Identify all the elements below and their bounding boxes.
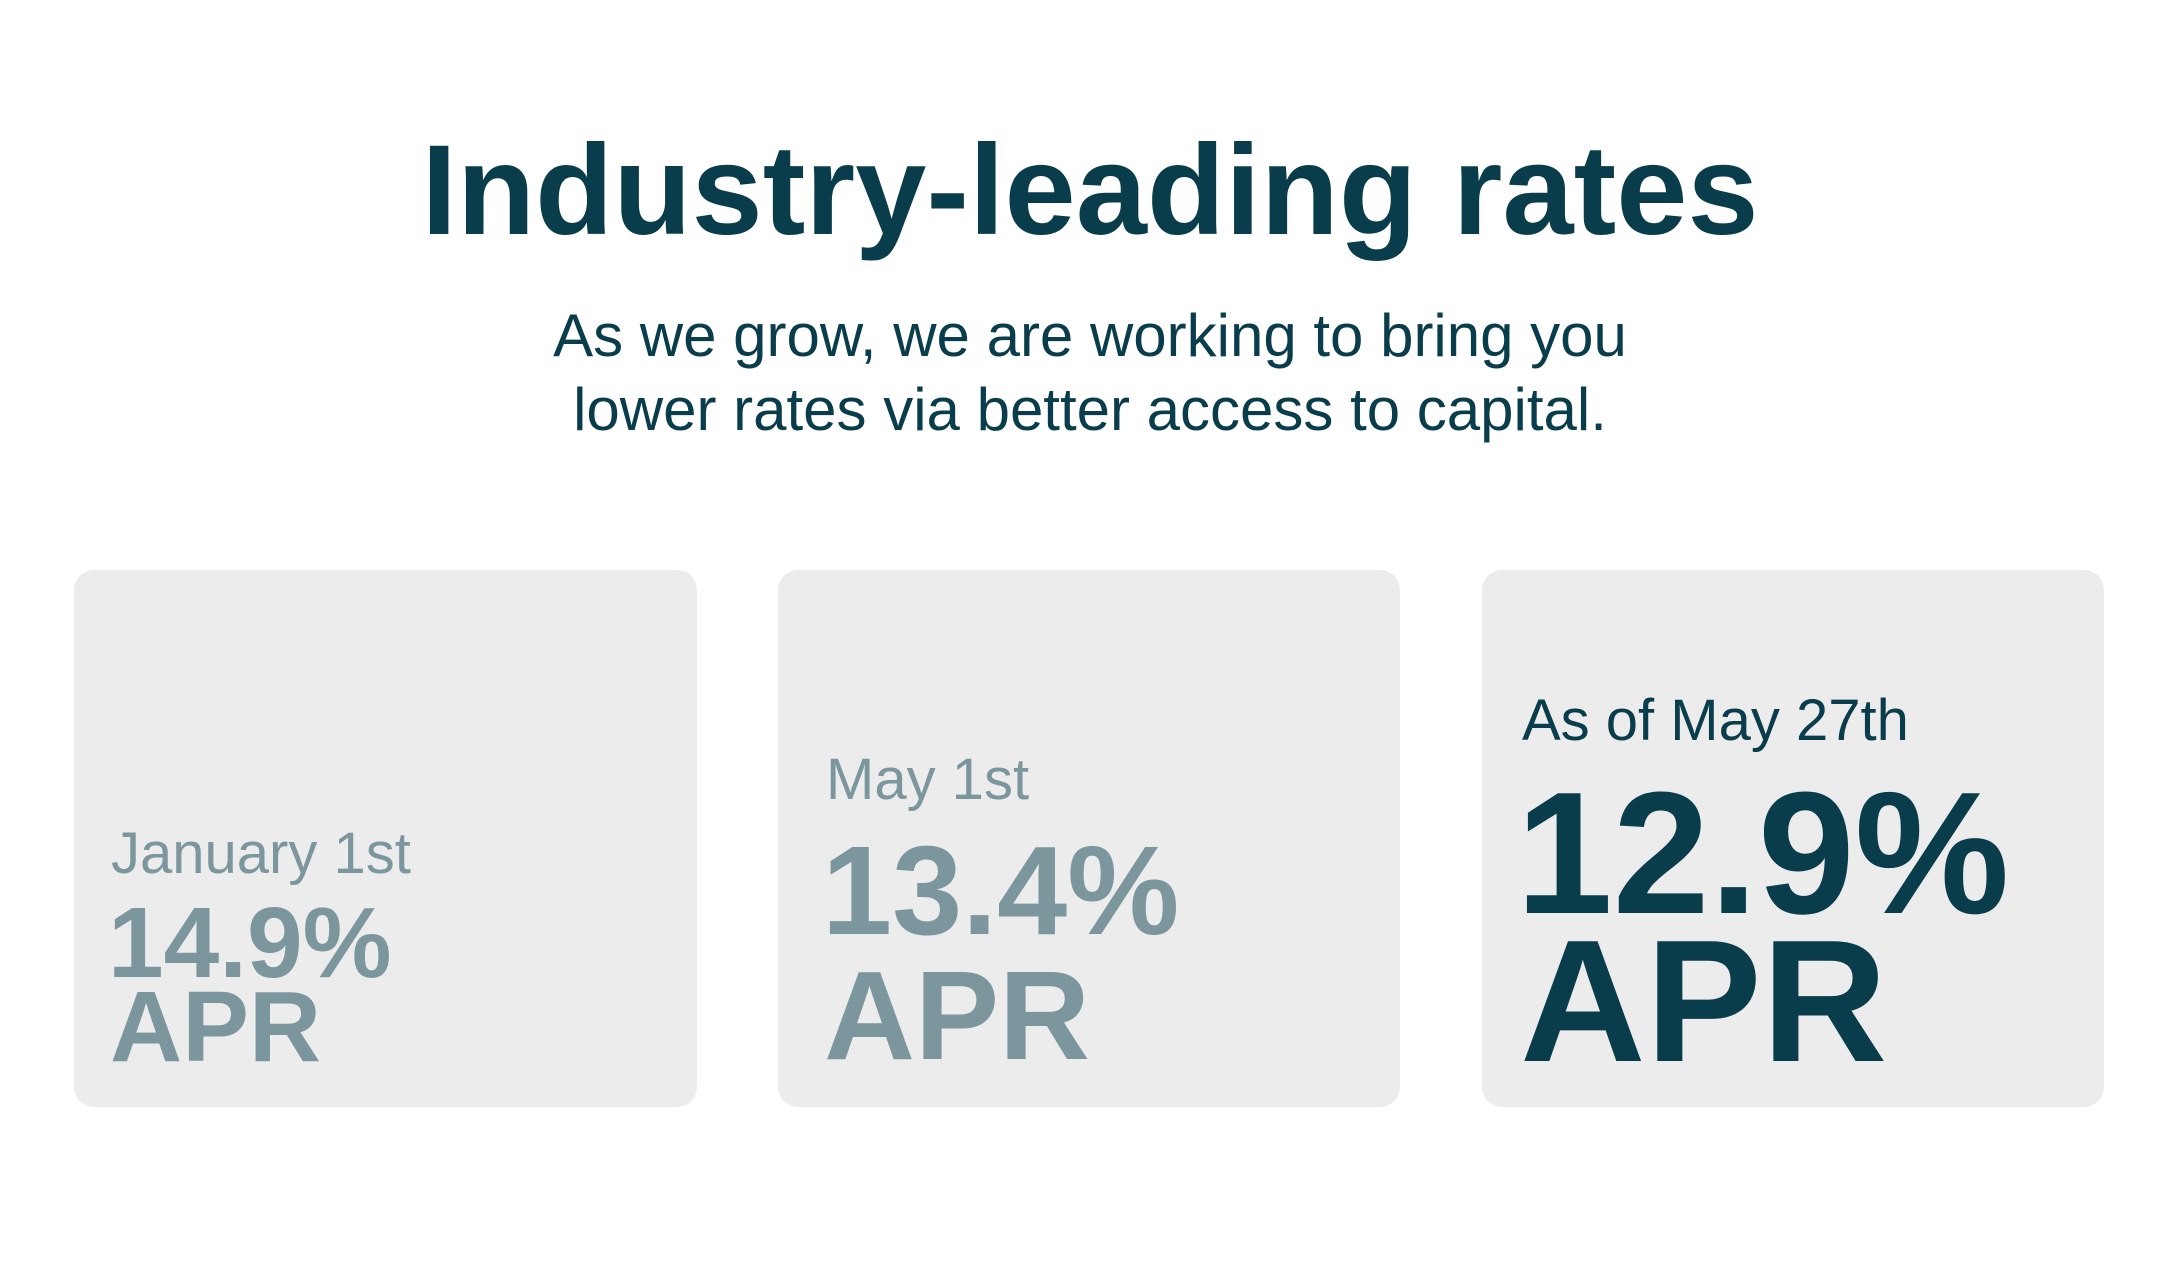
rate-date: May 1st: [826, 747, 1029, 812]
rate-date: January 1st: [111, 821, 411, 886]
rate-unit: APR: [110, 971, 321, 1083]
subtitle: As we grow, we are working to bring you: [553, 302, 1627, 369]
rate-card: [1482, 570, 2104, 1107]
rate-date: As of May 27th: [1522, 688, 1909, 753]
rate-value: 12.9%: [1516, 755, 2009, 950]
rate-unit: APR: [1520, 903, 1887, 1098]
rate-unit: APR: [824, 945, 1090, 1086]
title: Industry-leading rates: [421, 119, 1758, 262]
rate-card: [778, 570, 1400, 1107]
subtitle: lower rates via better access to capital…: [573, 376, 1607, 443]
rate-card: [74, 570, 697, 1107]
rate-value: 14.9%: [108, 887, 392, 999]
rate-value: 13.4%: [822, 820, 1179, 961]
